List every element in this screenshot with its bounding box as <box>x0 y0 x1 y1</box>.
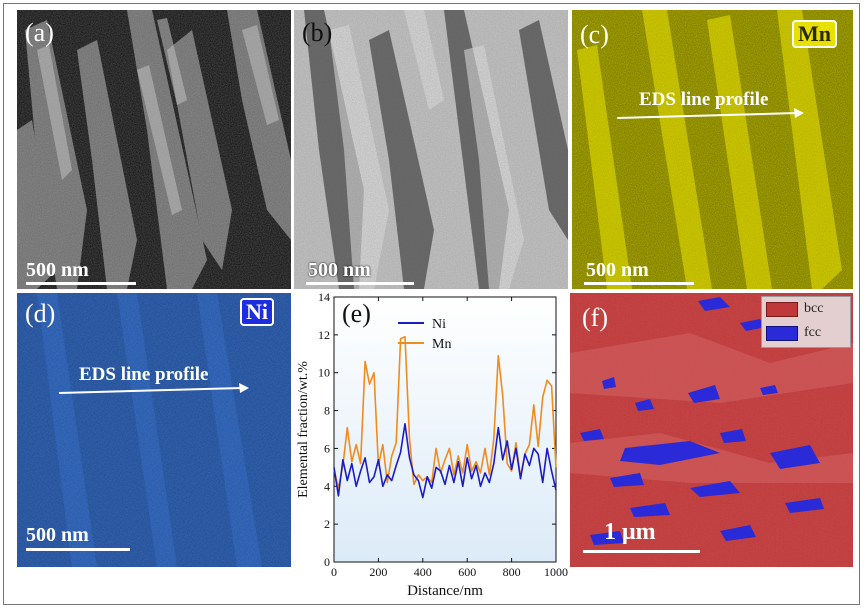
panel-f-scalebar-label: 1 μm <box>604 519 656 545</box>
x-tick-label: 200 <box>369 565 387 579</box>
mn-element-badge: Mn <box>792 20 837 48</box>
panel-d-eds-label: EDS line profile <box>79 364 209 385</box>
legend-bcc-label: bcc <box>804 301 824 316</box>
panel-d-eds-arrow <box>58 383 249 394</box>
panel-f-scalebar <box>583 550 700 553</box>
panel-a-label: (a) <box>25 18 54 47</box>
panel-d-ni-map: (d) Ni EDS line profile 500 nm <box>17 293 291 567</box>
y-tick-label: 14 <box>318 293 330 304</box>
ni-element-badge: Ni <box>240 298 274 326</box>
panel-a-scalebar-label: 500 nm <box>26 259 89 281</box>
y-tick-label: 6 <box>324 441 330 455</box>
panel-e-label: (e) <box>342 299 371 328</box>
x-tick-label: 0 <box>331 565 337 579</box>
panel-c-label: (c) <box>580 20 609 49</box>
panel-d-scalebar <box>26 548 130 551</box>
panel-c-scalebar-label: 500 nm <box>586 259 649 281</box>
y-tick-label: 4 <box>324 479 330 493</box>
y-tick-label: 8 <box>324 404 330 418</box>
panel-c-mn-map: (c) Mn EDS line profile 500 nm <box>572 10 853 289</box>
panel-b-scalebar <box>306 282 414 285</box>
legend-bcc-swatch <box>766 302 798 317</box>
panel-c-eds-arrow <box>616 108 804 119</box>
panel-c-scalebar <box>584 282 694 285</box>
x-tick-label: 800 <box>503 565 521 579</box>
panel-b-brightfield-image: (b) 500 nm <box>294 10 568 289</box>
panel-b-label: (b) <box>302 18 333 47</box>
panel-e-line-profile: 0 2 4 6 8 10 12 14 0 200 400 600 800 1000 Distance/nm E… <box>294 293 568 603</box>
panel-d-label: (d) <box>25 299 56 328</box>
panel-d-scalebar-label: 500 nm <box>26 524 89 546</box>
plot-area <box>333 296 557 563</box>
legend-label-mn: Mn <box>432 337 451 352</box>
x-tick-label: 400 <box>414 565 432 579</box>
ni-eds-map <box>17 293 291 567</box>
y-tick-label: 0 <box>324 555 330 569</box>
phase-legend: bcc fcc <box>761 296 851 348</box>
darkfield-micrograph <box>17 10 291 289</box>
panel-c-eds-label: EDS line profile <box>639 89 769 110</box>
legend-fcc-swatch <box>766 326 798 341</box>
panel-a-darkfield-image: (a) 500 nm <box>17 10 291 289</box>
brightfield-micrograph <box>294 10 568 289</box>
line-profile-chart: 0 2 4 6 8 10 12 14 0 200 400 600 800 1000 Distance/nm E… <box>296 293 568 599</box>
panel-f-phase-map: (f) bcc fcc 1 μm <box>570 293 853 567</box>
y-axis-label: Elemental fraction/wt.% <box>296 361 311 498</box>
legend-label-ni: Ni <box>432 317 446 332</box>
figure-frame <box>3 3 860 605</box>
panel-b-scalebar-label: 500 nm <box>308 259 371 281</box>
x-tick-label: 600 <box>458 565 476 579</box>
y-tick-label: 10 <box>318 366 330 380</box>
x-tick-label: 1000 <box>544 565 568 579</box>
panel-a-scalebar <box>26 282 136 285</box>
x-axis-label: Distance/nm <box>407 583 483 599</box>
series-line-ni <box>333 423 557 499</box>
y-tick-label: 12 <box>318 328 330 342</box>
mn-eds-map <box>572 10 853 289</box>
y-tick-label: 2 <box>324 517 330 531</box>
legend-fcc-label: fcc <box>804 325 822 340</box>
panel-f-label: (f) <box>582 303 608 332</box>
